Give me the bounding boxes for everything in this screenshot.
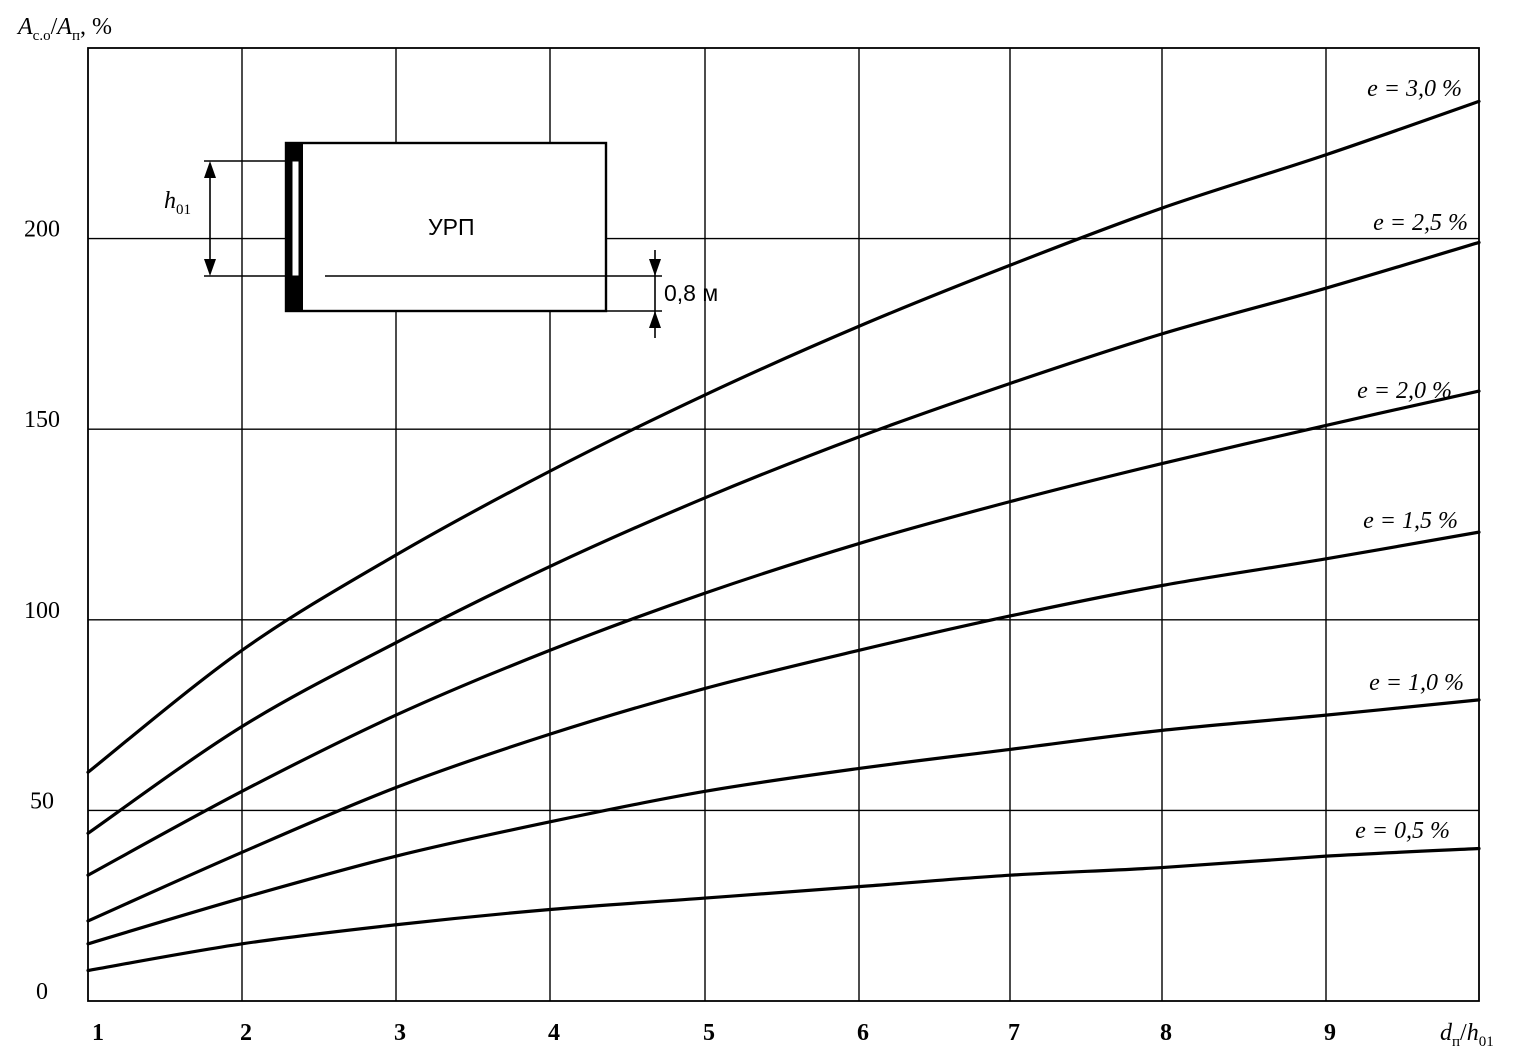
inset-dim-arrow-top	[649, 259, 661, 276]
x-tick-label: 9	[1324, 1020, 1336, 1046]
series-line	[86, 99, 1481, 774]
x-axis-label: dп/h01	[1440, 1020, 1494, 1050]
series-line	[86, 698, 1481, 946]
y-tick-label: 50	[30, 788, 54, 814]
inset-box-label: УРП	[428, 214, 474, 240]
y-axis-label: Aс.о/Aп, %	[16, 14, 112, 44]
y-tick-label: 100	[24, 598, 60, 624]
series-line	[86, 530, 1481, 923]
inset-opening	[291, 160, 300, 277]
series-label: e = 1,5 %	[1363, 508, 1458, 534]
series-labels: e = 3,0 % e = 2,5 % e = 2,0 % e = 1,5 % e = …	[1355, 76, 1468, 844]
x-tick-label: 8	[1160, 1020, 1172, 1046]
series-label: e = 0,5 %	[1355, 818, 1450, 844]
inset-arrow-head-down	[204, 259, 216, 276]
inset-arrow-head-up	[204, 161, 216, 178]
series-lines	[86, 99, 1481, 973]
tick-labels: 1 2 3 4 5 6 7 8 9 0 50 100 150 200	[24, 217, 1336, 1046]
series-label: e = 2,5 %	[1373, 210, 1468, 236]
y-tick-label: 200	[24, 217, 60, 243]
series-label: e = 3,0 %	[1367, 76, 1462, 102]
series-line	[86, 846, 1481, 973]
plot-frame	[87, 47, 1480, 1002]
y-tick-label: 0	[36, 979, 48, 1005]
x-tick-label: 3	[394, 1020, 406, 1046]
inset-height-label: h01	[164, 188, 191, 218]
inset-dimension-label: 0,8 м	[664, 280, 718, 306]
x-tick-label: 4	[548, 1020, 560, 1046]
inset-diagram: h01 УРП 0,8 м	[164, 141, 718, 338]
series-line	[86, 240, 1481, 835]
x-tick-label: 7	[1008, 1020, 1020, 1046]
x-tick-label: 6	[857, 1020, 869, 1046]
series-label: e = 2,0 %	[1357, 378, 1452, 404]
series-label: e = 1,0 %	[1369, 670, 1464, 696]
y-tick-label: 150	[24, 407, 60, 433]
inset-dim-arrow-bottom	[649, 311, 661, 328]
x-tick-label: 2	[240, 1020, 252, 1046]
x-tick-label: 5	[703, 1020, 715, 1046]
inset-box	[284, 141, 608, 313]
series-line	[86, 389, 1481, 877]
x-tick-label: 1	[92, 1020, 104, 1046]
